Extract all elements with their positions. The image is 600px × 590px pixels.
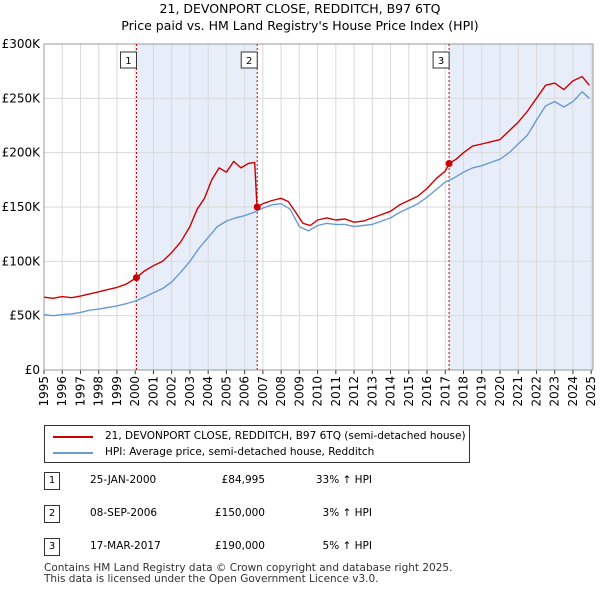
table-row: 3 17-MAR-2017 £190,000 5% ↑ HPI: [44, 538, 464, 558]
x-tick-label: 2021: [511, 376, 525, 407]
property-price-line: [43, 75, 590, 299]
x-tick-label: 2001: [146, 376, 160, 407]
x-tick-label: 2007: [256, 376, 270, 407]
legend-swatch-property: [53, 436, 93, 438]
footer-line-2: This data is licensed under the Open Gov…: [44, 573, 379, 585]
x-tick-label: 2020: [493, 376, 507, 407]
x-tick-label: 2002: [165, 376, 179, 407]
sale-point: [132, 274, 140, 282]
sale-number: 1: [44, 472, 60, 490]
sale-marker-label: 3: [438, 56, 444, 67]
sale-hpi-change: 33% ↑ HPI: [315, 474, 372, 486]
x-tick-label: 2013: [365, 376, 379, 407]
sale-markers: 1 2 3: [119, 51, 450, 69]
sale-date: 25-JAN-2000: [90, 474, 157, 486]
x-tick-label: 1997: [73, 376, 87, 407]
x-tick-label: 2010: [311, 376, 325, 407]
y-tick-label: £250K: [2, 91, 42, 105]
plot-border: [43, 43, 594, 371]
sale-hpi-change: 5% ↑ HPI: [322, 540, 372, 552]
grid-lines: [43, 43, 594, 374]
sale-points: [132, 160, 453, 282]
footer-line-1: Contains HM Land Registry data © Crown c…: [44, 562, 453, 574]
x-tick-label: 2017: [438, 376, 452, 407]
sale-point: [445, 160, 453, 168]
y-tick-label: £150K: [2, 200, 42, 214]
series-lines: [43, 75, 590, 317]
title-line-2: Price paid vs. HM Land Registry's House …: [121, 18, 479, 33]
x-tick-label: 2009: [292, 376, 306, 407]
x-tick-label: 2015: [402, 376, 416, 407]
sale-marker-label: 1: [125, 56, 131, 67]
x-tick-label: 2016: [420, 376, 434, 407]
sale-point: [253, 203, 261, 211]
sale-marker-label: 2: [246, 56, 252, 67]
sale-price: £150,000: [214, 507, 265, 519]
sale-number: 2: [44, 505, 60, 523]
legend-label-hpi: HPI: Average price, semi-detached house,…: [105, 446, 375, 458]
x-tick-label: 2022: [529, 376, 543, 407]
y-tick-label: £200K: [2, 146, 42, 160]
y-tick-label: £100K: [2, 254, 42, 268]
sale-marker-box: [432, 51, 450, 69]
x-tick-label: 2004: [201, 376, 215, 407]
x-tick-label: 2005: [219, 376, 233, 407]
hpi-line: [43, 91, 590, 317]
x-tick-label: 2006: [238, 376, 252, 407]
x-tick-label: 2014: [384, 376, 398, 407]
x-tick-label: 1999: [110, 376, 124, 407]
legend-label-property: 21, DEVONPORT CLOSE, REDDITCH, B97 6TQ (…: [105, 430, 466, 442]
chart-title: 21, DEVONPORT CLOSE, REDDITCH, B97 6TQ P…: [0, 0, 600, 34]
footer: Contains HM Land Registry data © Crown c…: [44, 563, 452, 585]
x-tick-label: 2024: [566, 376, 580, 407]
table-row: 2 08-SEP-2006 £150,000 3% ↑ HPI: [44, 505, 464, 525]
y-axis-ticks: £0 £50K £100K £150K £200K £250K £300K: [2, 37, 42, 377]
y-tick-label: £50K: [9, 309, 41, 323]
sale-price: £84,995: [221, 474, 265, 486]
x-tick-label: 1996: [55, 376, 69, 407]
title-line-1: 21, DEVONPORT CLOSE, REDDITCH, B97 6TQ: [159, 1, 441, 16]
x-tick-label: 2025: [584, 376, 598, 407]
sale-date: 17-MAR-2017: [90, 540, 161, 552]
sale-number: 3: [44, 538, 60, 556]
sale-price: £190,000: [214, 540, 265, 552]
x-tick-label: 2008: [274, 376, 288, 407]
x-tick-label: 2011: [329, 376, 343, 407]
table-row: 1 25-JAN-2000 £84,995 33% ↑ HPI: [44, 472, 464, 492]
sale-marker-box: [119, 51, 137, 69]
x-tick-label: 2000: [128, 376, 142, 407]
sale-date: 08-SEP-2006: [90, 507, 158, 519]
price-chart: 1 2 3 £0 £50K £100K £150K £200K £250K £300K 1995…: [2, 37, 599, 407]
legend: 21, DEVONPORT CLOSE, REDDITCH, B97 6TQ (…: [44, 425, 470, 463]
legend-swatch-hpi: [53, 452, 93, 454]
x-tick-label: 2023: [548, 376, 562, 407]
x-tick-label: 2012: [347, 376, 361, 407]
x-tick-label: 1995: [37, 376, 51, 407]
x-tick-label: 2018: [457, 376, 471, 407]
sale-marker-box: [240, 51, 258, 69]
sale-hpi-change: 3% ↑ HPI: [322, 507, 372, 519]
x-tick-label: 2019: [475, 376, 489, 407]
x-tick-label: 1998: [92, 376, 106, 407]
y-tick-label: £0: [25, 363, 40, 377]
y-tick-label: £300K: [2, 37, 42, 51]
x-axis-ticks: 1995 1996 1997 1998 1999 2000 2001 2002 2003 2004…: [37, 376, 598, 407]
x-tick-label: 2003: [183, 376, 197, 407]
